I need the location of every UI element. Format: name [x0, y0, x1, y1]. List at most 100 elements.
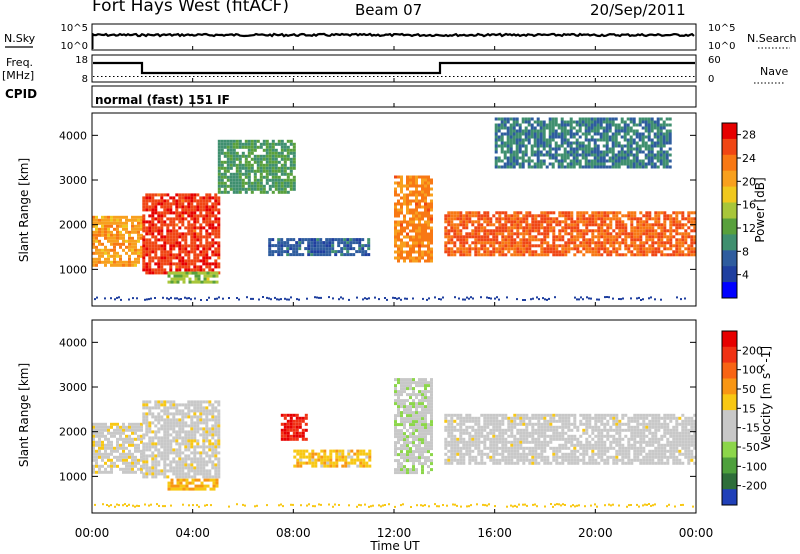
heatmap-cell — [173, 484, 177, 488]
heatmap-cell — [184, 475, 188, 479]
heatmap-cell — [154, 436, 158, 440]
heatmap-cell — [265, 154, 269, 158]
heatmap-cell — [187, 250, 191, 254]
heatmap-cell — [214, 409, 218, 413]
heatmap-cell — [214, 445, 218, 449]
heatmap-cell — [506, 138, 510, 142]
heatmap-cell — [178, 202, 182, 206]
heatmap-cell — [172, 424, 176, 428]
heatmap-cell — [516, 253, 520, 257]
heatmap-cell — [509, 153, 513, 157]
heatmap-cell — [501, 226, 505, 230]
heatmap-cell — [632, 156, 636, 160]
heatmap-cell — [142, 445, 146, 449]
heatmap-cell — [202, 262, 206, 266]
heatmap-cell — [137, 437, 140, 441]
scatter-cell — [630, 297, 632, 300]
heatmap-cell — [651, 232, 655, 236]
heatmap-cell — [181, 421, 185, 425]
heatmap-cell — [606, 226, 610, 230]
heatmap-cell — [128, 449, 131, 453]
heatmap-cell — [178, 445, 182, 449]
scatter-cell — [676, 296, 678, 299]
heatmap-cell — [632, 120, 636, 124]
heatmap-cell — [178, 448, 182, 452]
heatmap-cell — [536, 165, 540, 169]
heatmap-cell — [283, 160, 287, 164]
heatmap-cell — [430, 414, 433, 418]
heatmap-cell — [145, 430, 149, 434]
heatmap-cell — [169, 232, 173, 236]
heatmap-cell — [193, 412, 197, 416]
heatmap-cell — [600, 217, 604, 221]
heatmap-cell — [573, 244, 577, 248]
heatmap-cell — [142, 457, 146, 461]
heatmap-cell — [235, 139, 239, 143]
heatmap-cell — [483, 253, 487, 257]
heatmap-cell — [98, 260, 101, 264]
heatmap-cell — [217, 160, 221, 164]
heatmap-cell — [145, 220, 149, 224]
heatmap-cell — [212, 484, 216, 488]
heatmap-cell — [160, 469, 164, 473]
heatmap-cell — [644, 126, 648, 130]
heatmap-cell — [536, 141, 540, 145]
heatmap-cell — [693, 226, 697, 230]
heatmap-cell — [151, 196, 155, 200]
heatmap-cell — [166, 424, 170, 428]
heatmap-cell — [232, 145, 236, 149]
heatmap-cell — [145, 229, 149, 233]
heatmap-cell — [205, 475, 209, 479]
heatmap-cell — [292, 166, 296, 170]
heatmap-cell — [615, 250, 619, 254]
heatmap-cell — [160, 196, 164, 200]
heatmap-cell — [301, 434, 305, 438]
heatmap-cell — [329, 452, 333, 456]
heatmap-cell — [546, 211, 550, 215]
heatmap-cell — [638, 162, 642, 166]
heatmap-cell — [217, 196, 221, 200]
heatmap-cell — [223, 187, 227, 191]
heatmap-cell — [220, 184, 224, 188]
heatmap-cell — [92, 443, 95, 447]
heatmap-cell — [244, 190, 248, 194]
heatmap-cell — [175, 214, 179, 218]
heatmap-cell — [626, 150, 630, 154]
heatmap-cell — [684, 241, 688, 245]
heatmap-cell — [424, 259, 427, 263]
heatmap-cell — [581, 141, 585, 145]
heatmap-cell — [494, 126, 498, 130]
heatmap-cell — [122, 215, 125, 219]
heatmap-cell — [659, 138, 663, 142]
heatmap-cell — [618, 223, 622, 227]
heatmap-cell — [609, 253, 613, 257]
heatmap-cell — [104, 236, 107, 240]
heatmap-cell — [486, 217, 490, 221]
heatmap-cell — [409, 190, 412, 194]
heatmap-cell — [98, 242, 101, 246]
scatter-cell — [258, 298, 260, 301]
heatmap-cell — [575, 141, 579, 145]
heatmap-cell — [169, 256, 173, 260]
heatmap-cell — [175, 433, 179, 437]
heatmap-cell — [298, 419, 302, 423]
heatmap-cell — [669, 229, 673, 233]
heatmap-cell — [424, 456, 427, 460]
heatmap-cell — [202, 205, 206, 209]
heatmap-cell — [531, 235, 535, 239]
heatmap-cell — [597, 226, 601, 230]
heatmap-cell — [104, 218, 107, 222]
heatmap-cell — [217, 271, 221, 275]
heatmap-cell — [92, 446, 95, 450]
heatmap-cell — [209, 274, 213, 278]
heatmap-cell — [196, 238, 200, 242]
heatmap-cell — [235, 172, 239, 176]
heatmap-cell — [148, 223, 152, 227]
heatmap-cell — [280, 184, 284, 188]
heatmap-cell — [558, 235, 562, 239]
heatmap-cell — [119, 425, 122, 429]
heatmap-cell — [190, 469, 194, 473]
heatmap-cell — [660, 250, 664, 254]
heatmap-cell — [211, 475, 215, 479]
heatmap-cell — [450, 220, 454, 224]
